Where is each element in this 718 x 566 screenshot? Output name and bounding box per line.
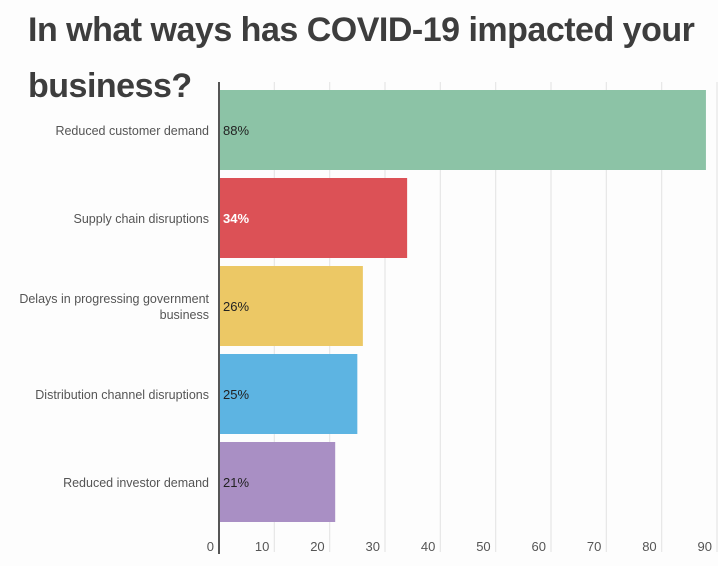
data-label-0: 88% bbox=[223, 123, 249, 138]
category-label-0: Reduced customer demand bbox=[55, 124, 209, 138]
x-tick-label: 90 bbox=[698, 539, 712, 554]
bar-3 bbox=[219, 354, 358, 434]
x-tick-label: 80 bbox=[642, 539, 656, 554]
data-label-2: 26% bbox=[223, 299, 249, 314]
x-tick-label: 0 bbox=[207, 539, 214, 554]
data-label-4: 21% bbox=[223, 475, 249, 490]
x-tick-label: 70 bbox=[587, 539, 601, 554]
category-label-4: Reduced investor demand bbox=[63, 476, 209, 490]
bar-1 bbox=[219, 178, 408, 258]
bar-4 bbox=[219, 442, 336, 522]
x-tick-label: 60 bbox=[532, 539, 546, 554]
category-label-3: Distribution channel disruptions bbox=[35, 388, 209, 402]
x-tick-label: 40 bbox=[421, 539, 435, 554]
bar-0 bbox=[219, 90, 706, 170]
chart-title: In what ways has COVID-19 impacted your … bbox=[28, 11, 695, 105]
x-tick-label: 20 bbox=[310, 539, 324, 554]
category-label-2: business bbox=[160, 308, 209, 322]
x-tick-label: 30 bbox=[366, 539, 380, 554]
category-label-2: Delays in progressing government bbox=[19, 292, 209, 306]
x-tick-label: 10 bbox=[255, 539, 269, 554]
bar-2 bbox=[219, 266, 363, 346]
category-label-1: Supply chain disruptions bbox=[74, 212, 210, 226]
data-label-3: 25% bbox=[223, 387, 249, 402]
data-label-1: 34% bbox=[223, 211, 249, 226]
x-tick-label: 50 bbox=[476, 539, 490, 554]
